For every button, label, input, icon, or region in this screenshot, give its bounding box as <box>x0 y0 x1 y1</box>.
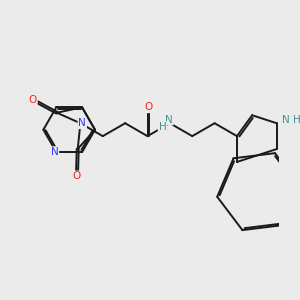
Text: O: O <box>144 102 153 112</box>
Text: O: O <box>28 95 37 105</box>
Text: N: N <box>50 147 58 157</box>
Text: N: N <box>282 115 290 124</box>
Text: N: N <box>78 118 86 128</box>
Text: N: N <box>165 115 173 124</box>
Text: H: H <box>293 115 300 124</box>
Text: H: H <box>159 122 167 132</box>
Text: O: O <box>73 171 81 182</box>
